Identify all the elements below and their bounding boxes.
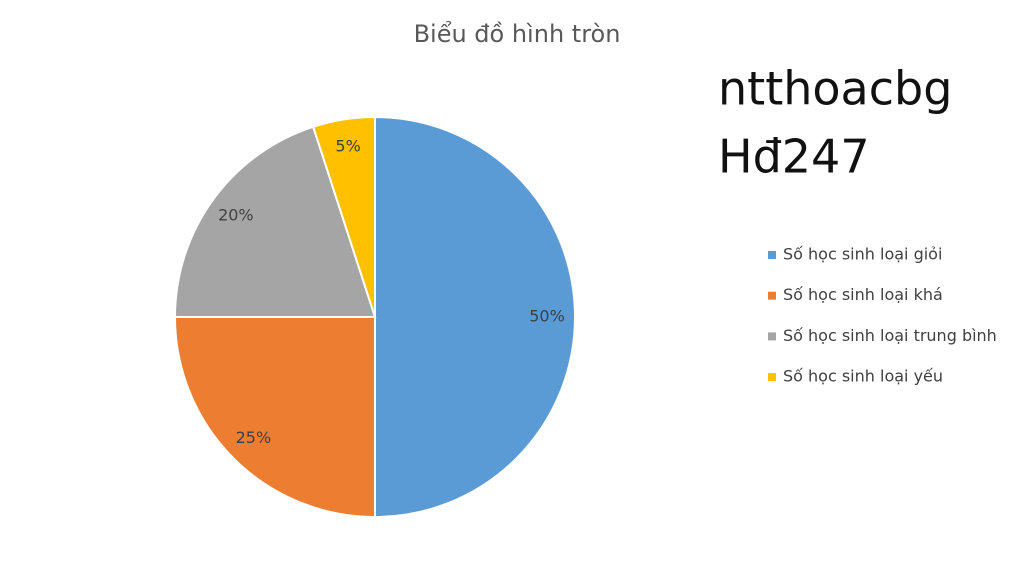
annotation: ntthoacbg xyxy=(718,62,952,116)
legend-swatch xyxy=(768,373,776,382)
pie-slice xyxy=(374,115,576,519)
chart-title: Biểu đồ hình tròn xyxy=(414,20,621,48)
data-label: 25% xyxy=(236,428,272,447)
legend-label: Số học sinh loại yếu xyxy=(783,367,943,386)
annotation: Hđ247 xyxy=(718,130,870,184)
pie-slice xyxy=(173,316,376,519)
data-label: 50% xyxy=(529,307,565,326)
legend-swatch xyxy=(768,291,776,300)
data-label: 20% xyxy=(218,205,254,224)
legend-label: Số học sinh loại khá xyxy=(783,285,943,304)
legend-swatch xyxy=(768,332,776,341)
legend-label: Số học sinh loại trung bình xyxy=(783,326,997,345)
legend-swatch xyxy=(768,251,776,259)
data-label: 5% xyxy=(335,137,360,156)
pie-slice xyxy=(311,115,376,318)
pie-slice xyxy=(173,125,377,318)
legend-label: Số học sinh loại giỏi xyxy=(783,245,942,264)
